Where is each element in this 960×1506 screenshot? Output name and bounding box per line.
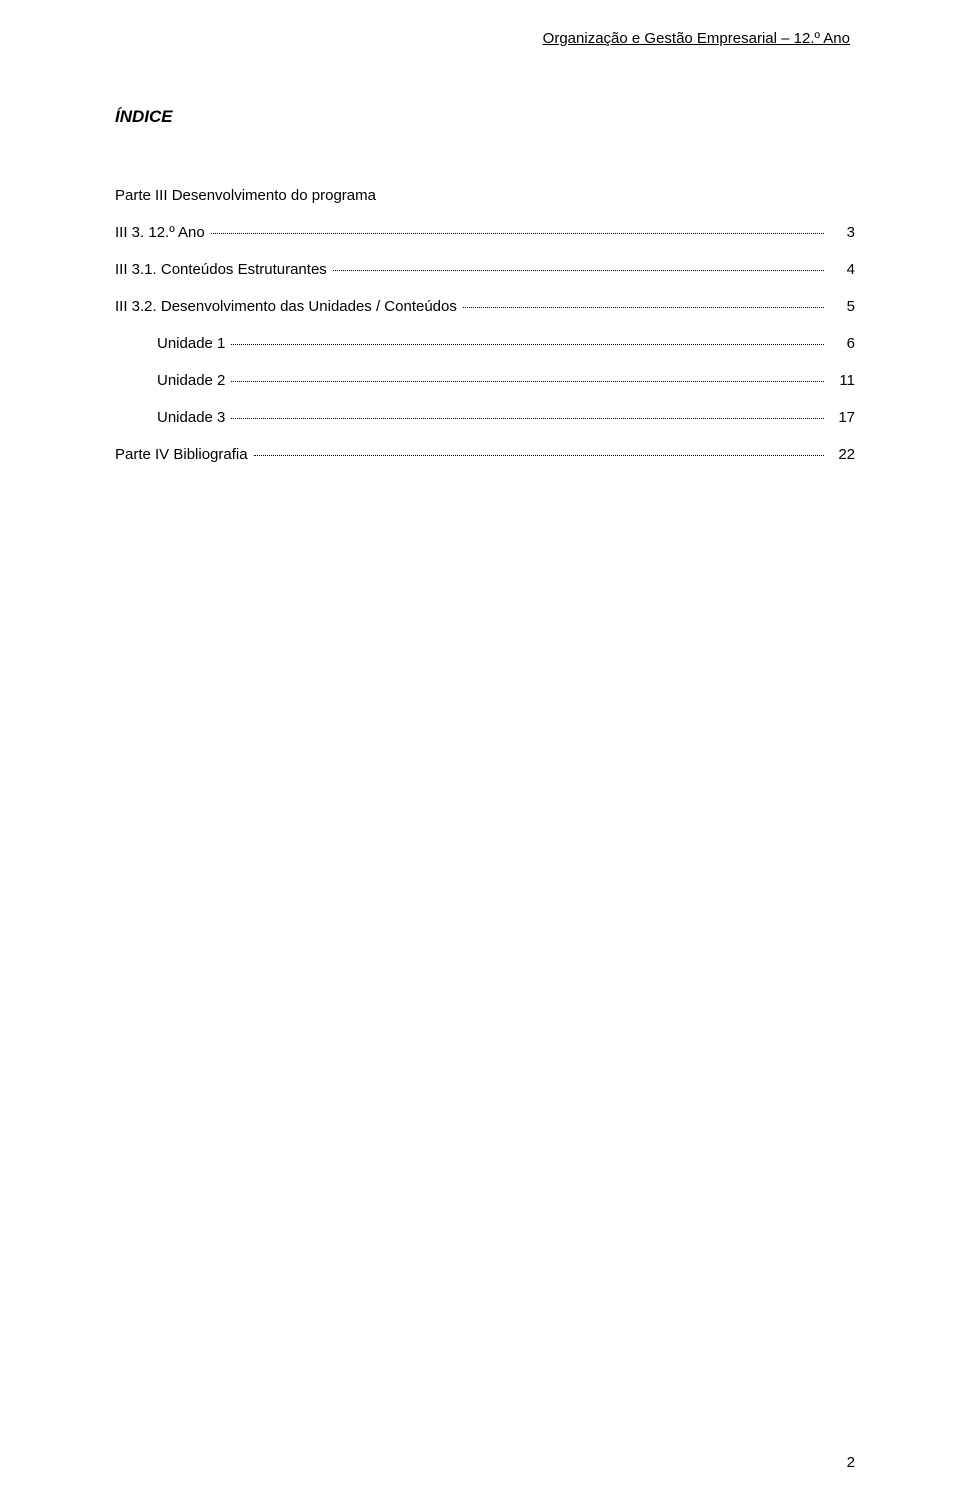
toc-page-number: 22	[830, 446, 855, 463]
toc-label: III 3.2. Desenvolvimento das Unidades / …	[115, 298, 457, 315]
toc-row: Unidade 1 6	[115, 335, 855, 352]
toc-row: III 3. 12.º Ano 3	[115, 224, 855, 241]
toc-page-number: 6	[830, 335, 855, 352]
toc-page-number: 11	[830, 372, 855, 389]
page-header: Organização e Gestão Empresarial – 12.º …	[115, 30, 855, 47]
toc-label: Unidade 3	[157, 409, 225, 426]
toc-label: III 3. 12.º Ano	[115, 224, 205, 241]
toc-dots	[231, 344, 824, 345]
toc-row: Parte III Desenvolvimento do programa	[115, 187, 855, 204]
toc-row: Unidade 2 11	[115, 372, 855, 389]
table-of-contents: Parte III Desenvolvimento do programa III…	[115, 187, 855, 463]
toc-label: Unidade 2	[157, 372, 225, 389]
toc-row: III 3.1. Conteúdos Estruturantes 4	[115, 261, 855, 278]
toc-dots	[463, 307, 824, 308]
toc-label: Parte IV Bibliografia	[115, 446, 248, 463]
toc-row: Unidade 3 17	[115, 409, 855, 426]
toc-dots	[333, 270, 824, 271]
toc-row: III 3.2. Desenvolvimento das Unidades / …	[115, 298, 855, 315]
page-container: Organização e Gestão Empresarial – 12.º …	[0, 0, 960, 1506]
toc-label: Parte III Desenvolvimento do programa	[115, 187, 376, 204]
toc-page-number: 17	[830, 409, 855, 426]
toc-label: III 3.1. Conteúdos Estruturantes	[115, 261, 327, 278]
toc-page-number: 4	[830, 261, 855, 278]
index-title: ÍNDICE	[115, 107, 855, 127]
toc-dots	[211, 233, 824, 234]
toc-dots	[254, 455, 824, 456]
toc-label: Unidade 1	[157, 335, 225, 352]
toc-page-number: 5	[830, 298, 855, 315]
page-number: 2	[847, 1454, 855, 1471]
toc-row: Parte IV Bibliografia 22	[115, 446, 855, 463]
toc-dots	[231, 418, 824, 419]
toc-page-number: 3	[830, 224, 855, 241]
toc-dots	[231, 381, 824, 382]
